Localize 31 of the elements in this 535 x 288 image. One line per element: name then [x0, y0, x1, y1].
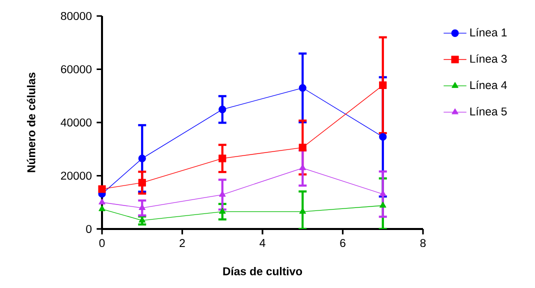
y-tick-label: 60000 — [61, 65, 92, 74]
legend-label: Línea 3 — [470, 54, 507, 63]
point — [138, 154, 146, 162]
point — [299, 164, 306, 170]
x-tick-label: 8 — [420, 239, 426, 248]
point — [299, 208, 306, 214]
point — [219, 190, 226, 197]
y-tick-label: 80000 — [60, 12, 92, 20]
legend-label: Línea 5 — [470, 107, 507, 116]
x-axis-title: Días de cultivo — [223, 266, 302, 276]
point — [218, 106, 226, 114]
x-tick-label: 2 — [180, 239, 185, 247]
x-tick-label: 4 — [260, 239, 266, 247]
point — [298, 84, 306, 92]
point — [98, 205, 106, 212]
y-tick-label: 0 — [86, 224, 92, 233]
y-axis-title: Número de células — [26, 72, 36, 172]
y-tick-label: 40000 — [60, 118, 92, 126]
point — [138, 204, 146, 210]
point — [138, 178, 146, 186]
point — [218, 154, 226, 162]
point — [98, 185, 106, 193]
point — [138, 216, 146, 223]
legend-label: Línea 4 — [470, 80, 507, 90]
y-tick-label: 20000 — [61, 172, 92, 180]
legend-label: Línea 1 — [470, 28, 507, 36]
x-tick-label: 6 — [340, 239, 346, 248]
point — [98, 198, 106, 204]
x-tick-label: 0 — [99, 239, 105, 248]
point — [380, 202, 386, 208]
point — [379, 81, 387, 90]
